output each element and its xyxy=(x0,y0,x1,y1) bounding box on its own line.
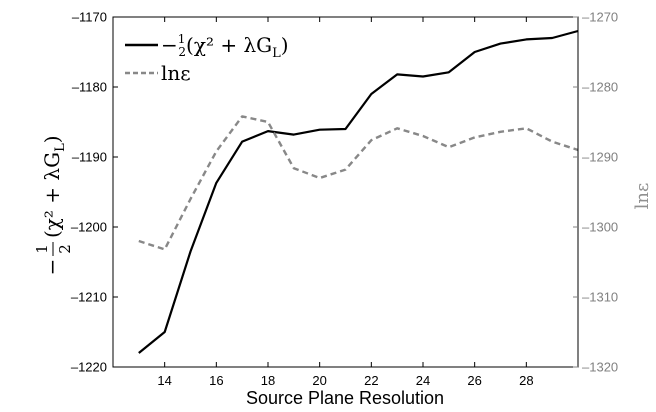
left-y-tick-label-2: –1200 xyxy=(71,220,107,235)
series-line-2 xyxy=(138,115,579,251)
left-y-axis-title: − 1 2 (χ² + λGL) xyxy=(33,135,74,275)
x-tick-label-22: 22 xyxy=(364,373,378,388)
x-tick-label-14: 14 xyxy=(157,373,171,388)
x-tick-label-20: 20 xyxy=(312,373,326,388)
legend-label-series-1: −1 2(χ² + λGL) xyxy=(161,32,289,61)
plot-frame xyxy=(112,16,579,368)
left-y-axis-expr: (χ² + λGL) xyxy=(40,135,68,238)
left-y-axis-frac-num: 1 xyxy=(33,244,51,254)
left-y-tick-label-4: –1180 xyxy=(72,80,107,95)
left-y-tick-label-5: –1170 xyxy=(72,10,107,25)
right-y-tick-label-3: –1290 xyxy=(582,150,618,165)
legend: −1 2(χ² + λGL) lnε xyxy=(125,32,289,85)
x-tick-label-28: 28 xyxy=(519,373,533,388)
left-y-tick-label-1: –1210 xyxy=(71,290,107,305)
x-tick-label-24: 24 xyxy=(416,373,430,388)
x-tick-label-18: 18 xyxy=(261,373,275,388)
right-y-axis-title: lnε xyxy=(632,183,653,210)
right-y-tick-label-1: –1310 xyxy=(582,290,618,305)
x-axis-title: Source Plane Resolution xyxy=(246,388,444,408)
left-y-tick-label-0: –1220 xyxy=(71,360,107,375)
right-y-tick-label-2: –1300 xyxy=(582,220,618,235)
right-y-tick-label-0: –1320 xyxy=(582,360,618,375)
x-tick-label-16: 16 xyxy=(209,373,223,388)
left-y-axis-sign: − xyxy=(40,259,64,276)
right-y-tick-label-5: –1270 xyxy=(582,10,618,25)
left-y-tick-label-3: –1190 xyxy=(72,150,107,165)
legend-label-series-2: lnε xyxy=(161,61,191,85)
x-tick-label-26: 26 xyxy=(467,373,481,388)
left-y-axis-frac-den: 2 xyxy=(56,244,74,254)
right-y-tick-label-4: –1280 xyxy=(582,80,618,95)
series-line-1 xyxy=(138,29,579,354)
